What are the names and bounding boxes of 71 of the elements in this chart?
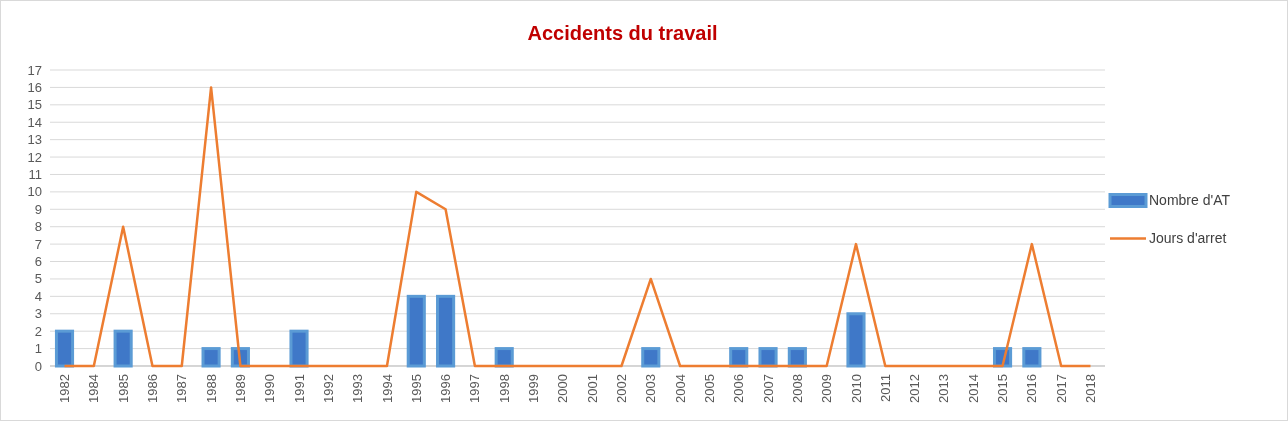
- x-tick-label: 2005: [701, 374, 717, 403]
- bar: [406, 294, 426, 368]
- y-tick-label: 10: [27, 184, 42, 200]
- x-tick-label: 2010: [848, 374, 864, 403]
- y-tick-label: 17: [27, 62, 42, 78]
- x-tick-label: 2009: [819, 374, 835, 403]
- y-tick-label: 15: [27, 97, 42, 113]
- bar: [729, 347, 749, 368]
- x-tick-label: 2016: [1024, 374, 1040, 403]
- x-tick-label: 2001: [584, 374, 600, 403]
- x-tick-label: 2017: [1053, 374, 1069, 403]
- y-tick-label: 8: [34, 219, 42, 235]
- x-tick-label: 1993: [350, 374, 366, 403]
- chart-title: Accidents du travail: [527, 22, 718, 44]
- x-tick-label: 1988: [203, 374, 219, 403]
- x-tick-label: 2012: [907, 374, 923, 403]
- x-tick-label: 2011: [877, 374, 893, 402]
- x-tick-label: 1987: [174, 374, 190, 403]
- bar: [787, 347, 807, 368]
- x-tick-label: 1990: [262, 374, 278, 403]
- y-tick-label: 2: [34, 323, 42, 339]
- y-tick-label: 4: [34, 288, 42, 304]
- x-tick-label: 2000: [555, 374, 571, 403]
- legend-label: Jours d'arret: [1149, 230, 1227, 247]
- bar: [641, 347, 661, 368]
- y-tick-label: 5: [34, 271, 42, 287]
- bar: [113, 329, 133, 368]
- bar: [846, 312, 866, 368]
- x-tick-label: 1982: [57, 374, 73, 403]
- y-tick-label: 16: [27, 79, 42, 95]
- x-tick-label: 1984: [86, 374, 102, 403]
- y-tick-label: 3: [34, 306, 42, 322]
- x-tick-label: 2002: [614, 374, 630, 403]
- x-tick-label: 1989: [232, 374, 248, 403]
- bar: [289, 329, 309, 368]
- x-tick-label: 2018: [1083, 374, 1099, 403]
- x-tick-label: 1994: [379, 374, 395, 403]
- bar: [1022, 347, 1042, 368]
- x-tick-label: 2007: [760, 374, 776, 403]
- x-tick-label: 1985: [115, 374, 131, 403]
- x-tick-label: 2006: [731, 374, 747, 403]
- y-tick-label: 13: [27, 132, 42, 148]
- legend-label: Nombre d'AT: [1149, 192, 1231, 209]
- y-tick-label: 12: [27, 149, 42, 165]
- bar: [201, 347, 221, 368]
- x-tick-label: 1996: [438, 374, 454, 403]
- x-tick-label: 1992: [320, 374, 336, 403]
- bar: [494, 347, 514, 368]
- y-tick-label: 6: [34, 254, 42, 270]
- y-tick-label: 7: [34, 236, 42, 252]
- x-tick-label: 1986: [145, 374, 160, 403]
- x-tick-label: 2008: [789, 374, 805, 403]
- bar: [54, 329, 75, 368]
- x-tick-label: 1998: [496, 374, 512, 403]
- y-tick-label: 1: [34, 341, 42, 357]
- x-tick-label: 1999: [526, 374, 542, 403]
- x-tick-label: 1995: [408, 374, 424, 403]
- y-tick-label: 9: [34, 201, 42, 217]
- x-tick-label: 2013: [936, 374, 952, 403]
- x-tick-label: 1991: [291, 374, 307, 403]
- x-tick-label: 2004: [672, 374, 688, 403]
- x-tick-label: 1997: [467, 374, 483, 403]
- y-tick-label: 11: [28, 167, 42, 183]
- bar: [758, 347, 778, 368]
- y-tick-label: 14: [27, 114, 42, 130]
- line-series: [63, 86, 1092, 368]
- y-tick-label: 0: [34, 358, 42, 374]
- x-tick-label: 2015: [995, 374, 1011, 403]
- x-tick-label: 2014: [965, 374, 981, 403]
- bar: [436, 294, 456, 368]
- x-tick-label: 2003: [643, 374, 659, 403]
